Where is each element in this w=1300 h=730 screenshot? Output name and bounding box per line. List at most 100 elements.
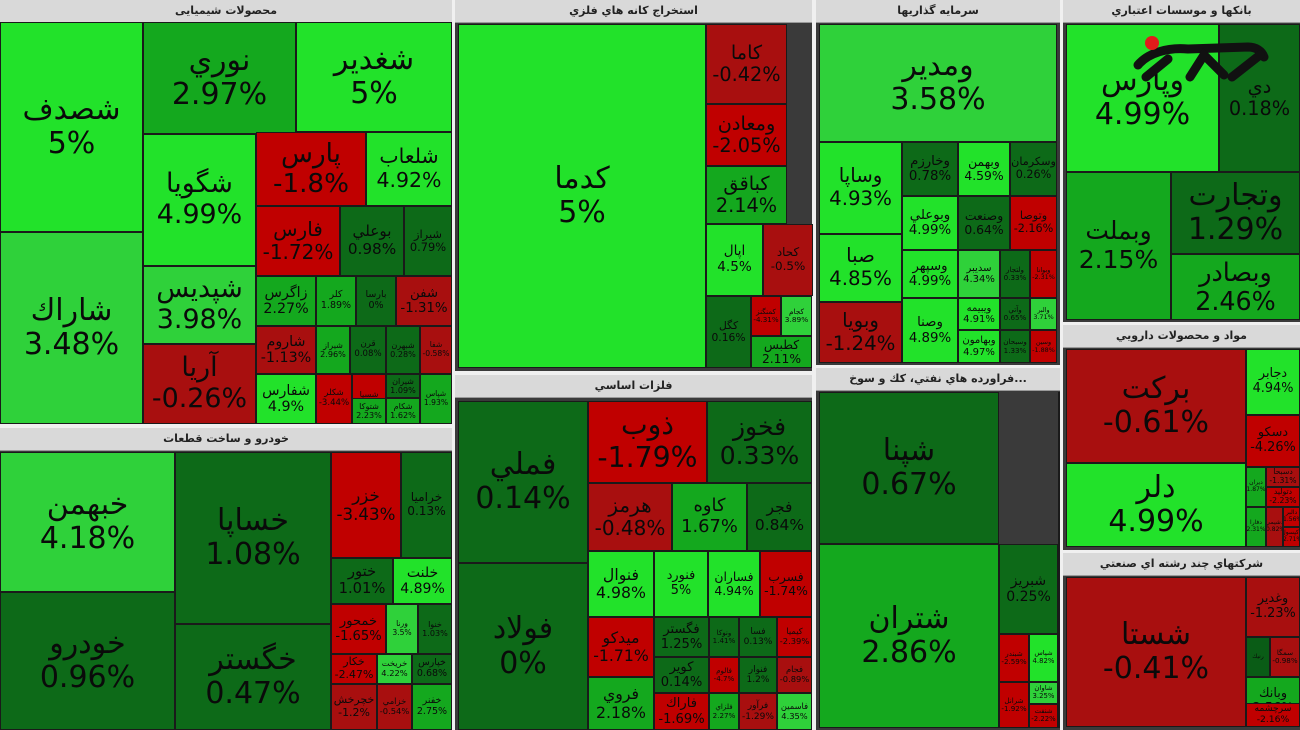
stock-tile[interactable]: بوعلي 0.98% <box>340 206 404 276</box>
stock-tile[interactable]: فگستر 1.25% <box>654 617 709 657</box>
stock-tile[interactable]: وسپهر 4.99% <box>902 250 958 298</box>
stock-tile[interactable]: شتران 2.86% <box>819 544 999 728</box>
stock-tile[interactable]: دشيمي-0.82% <box>1266 507 1283 547</box>
stock-tile[interactable]: وسكرمان 0.26% <box>1010 142 1057 196</box>
stock-tile[interactable]: شپاس 4.82% <box>1029 634 1058 682</box>
stock-tile[interactable]: كحاد -0.5% <box>763 224 813 296</box>
stock-tile[interactable]: شاوان 3.25% <box>1029 682 1058 704</box>
stock-tile[interactable]: بارسا 0% <box>356 276 396 326</box>
stock-tile[interactable]: كيميا -2.39% <box>777 617 812 657</box>
stock-tile[interactable]: كدما 5% <box>458 24 706 368</box>
stock-tile[interactable]: فرآور -1.29% <box>739 693 777 730</box>
stock-tile[interactable]: وآتي 0.65% <box>1000 298 1030 330</box>
stock-tile[interactable]: خچرخش -1.2% <box>331 684 377 730</box>
stock-tile[interactable]: ومدير 3.58% <box>819 24 1057 142</box>
stock-tile[interactable]: خبهمن 4.18% <box>0 452 175 592</box>
stock-tile[interactable]: هرمز -0.48% <box>588 483 672 551</box>
stock-tile[interactable]: پارس -1.8% <box>256 132 366 206</box>
stock-tile[interactable]: صبا 4.85% <box>819 234 902 302</box>
stock-tile[interactable]: وبوانا -2.31% <box>1030 250 1057 298</box>
stock-tile[interactable]: فجام -0.89% <box>777 657 812 693</box>
stock-tile[interactable]: كباقق 2.14% <box>706 166 787 224</box>
stock-tile[interactable]: وپارس 4.99% <box>1066 24 1219 172</box>
stock-tile[interactable]: دالبر-1.56% <box>1283 507 1300 527</box>
stock-tile[interactable]: وبهمن 4.59% <box>958 142 1010 196</box>
stock-tile[interactable]: شصدف 5% <box>0 22 143 232</box>
stock-tile[interactable]: شلعاب 4.92% <box>366 132 452 206</box>
stock-tile[interactable]: شبريز 0.25% <box>999 544 1058 634</box>
stock-tile[interactable]: وساپا 4.93% <box>819 142 902 234</box>
stock-tile[interactable]: وغدير -1.23% <box>1246 577 1300 637</box>
stock-tile[interactable]: شيراز 0.79% <box>404 206 452 276</box>
stock-tile[interactable]: شپنا 0.67% <box>819 392 999 544</box>
stock-tile[interactable]: سرچشمه -2.16% <box>1246 703 1300 727</box>
stock-tile[interactable]: وتجارت 1.29% <box>1171 172 1300 254</box>
stock-tile[interactable]: فلزاي 2.27% <box>709 693 739 730</box>
stock-tile[interactable]: فروي 2.18% <box>588 677 654 730</box>
stock-tile[interactable]: نوري 2.97% <box>143 22 296 134</box>
stock-tile[interactable]: وصنعت 0.64% <box>958 196 1010 250</box>
stock-tile[interactable]: ديران 1.87% <box>1246 467 1266 507</box>
stock-tile[interactable]: وبويا -1.24% <box>819 302 902 363</box>
stock-tile[interactable]: دسبحا -1.31% <box>1266 467 1300 487</box>
stock-tile[interactable]: وخارزم 0.78% <box>902 142 958 196</box>
stock-tile[interactable]: خنوا 1.03% <box>418 604 452 654</box>
stock-tile[interactable]: كاما -0.42% <box>706 24 787 104</box>
stock-tile[interactable]: وبهامون 4.97% <box>958 330 1000 363</box>
stock-tile[interactable]: فنوال 4.98% <box>588 551 654 617</box>
stock-tile[interactable]: خساپا 1.08% <box>175 452 331 624</box>
stock-tile[interactable]: خريخت 4.22% <box>377 654 412 684</box>
stock-tile[interactable]: شيران 1.09% <box>386 374 420 398</box>
stock-tile[interactable]: شرانل -1.92% <box>999 682 1029 728</box>
stock-tile[interactable]: دسكو -4.26% <box>1246 415 1300 467</box>
stock-tile[interactable]: كوير 0.14% <box>654 657 709 693</box>
stock-tile[interactable]: اپال 4.5% <box>706 224 763 296</box>
stock-tile[interactable]: شبندر -2.59% <box>999 634 1029 682</box>
stock-tile[interactable]: وسين -1.88% <box>1030 330 1057 363</box>
stock-tile[interactable]: فسرب -1.74% <box>760 551 812 617</box>
stock-tile[interactable]: شكام 1.62% <box>386 398 420 424</box>
stock-tile[interactable]: سديبر 4.34% <box>958 250 1000 298</box>
stock-tile[interactable]: فساران 4.94% <box>708 551 760 617</box>
stock-tile[interactable]: خفنر 2.75% <box>412 684 452 730</box>
stock-tile[interactable]: زاگرس 2.27% <box>256 276 316 326</box>
stock-tile[interactable]: وبملت 2.15% <box>1066 172 1171 320</box>
stock-tile[interactable]: خكار -2.47% <box>331 654 377 684</box>
stock-tile[interactable]: خلنت 4.89% <box>393 558 452 604</box>
stock-tile[interactable]: بركت -0.61% <box>1066 349 1246 463</box>
stock-tile[interactable]: كمنگنز -4.31% <box>751 296 781 336</box>
stock-tile[interactable]: شگويا 4.99% <box>143 134 256 266</box>
stock-tile[interactable]: خراميا 0.13% <box>401 452 452 558</box>
stock-tile[interactable]: شاروم -1.13% <box>256 326 316 374</box>
stock-tile[interactable]: شبهرن 0.28% <box>386 326 420 374</box>
stock-tile[interactable]: وتوصا -2.16% <box>1010 196 1057 250</box>
stock-tile[interactable]: شپاس 1.93% <box>420 374 452 424</box>
stock-tile[interactable]: فاراك -1.69% <box>654 693 709 730</box>
stock-tile[interactable]: كلر 1.89% <box>316 276 356 326</box>
stock-tile[interactable]: رنيك <box>1246 637 1270 677</box>
stock-tile[interactable]: فالوم -4.7% <box>709 657 739 693</box>
stock-tile[interactable]: كاوه 1.67% <box>672 483 747 551</box>
stock-tile[interactable]: شيراز 2.96% <box>316 326 350 374</box>
stock-tile[interactable]: شكلر -3.44% <box>316 374 352 424</box>
stock-tile[interactable]: دفارا 2.31% <box>1246 507 1266 547</box>
stock-tile[interactable]: فخوز 0.33% <box>707 401 812 483</box>
stock-tile[interactable]: شفارس 4.9% <box>256 374 316 424</box>
stock-tile[interactable]: وسبحان 1.33% <box>1000 330 1030 363</box>
stock-tile[interactable]: وبوعلي 4.99% <box>902 196 958 250</box>
stock-tile[interactable]: شاراك 3.48% <box>0 232 143 424</box>
stock-tile[interactable]: ختور 1.01% <box>331 558 393 604</box>
stock-tile[interactable]: دجابر 4.94% <box>1246 349 1300 415</box>
stock-tile[interactable]: سمگا -0.98% <box>1270 637 1300 677</box>
stock-tile[interactable]: وبصادر 2.46% <box>1171 254 1300 320</box>
stock-tile[interactable]: شتوكا 2.23% <box>352 398 386 424</box>
stock-tile[interactable]: شسينا0.45% <box>1058 392 1060 728</box>
stock-tile[interactable]: كجام 3.89% <box>781 296 812 336</box>
stock-tile[interactable]: دكپسول-2.71% <box>1283 527 1300 547</box>
stock-tile[interactable]: شنفت -2.22% <box>1029 704 1058 728</box>
stock-tile[interactable]: دلر 4.99% <box>1066 463 1246 547</box>
stock-tile[interactable]: خمحور -1.65% <box>331 604 386 654</box>
stock-tile[interactable]: ميدكو -1.71% <box>588 617 654 677</box>
stock-tile[interactable]: دتوليد -2.23% <box>1266 487 1300 507</box>
stock-tile[interactable]: فنوار 1.2% <box>739 657 777 693</box>
